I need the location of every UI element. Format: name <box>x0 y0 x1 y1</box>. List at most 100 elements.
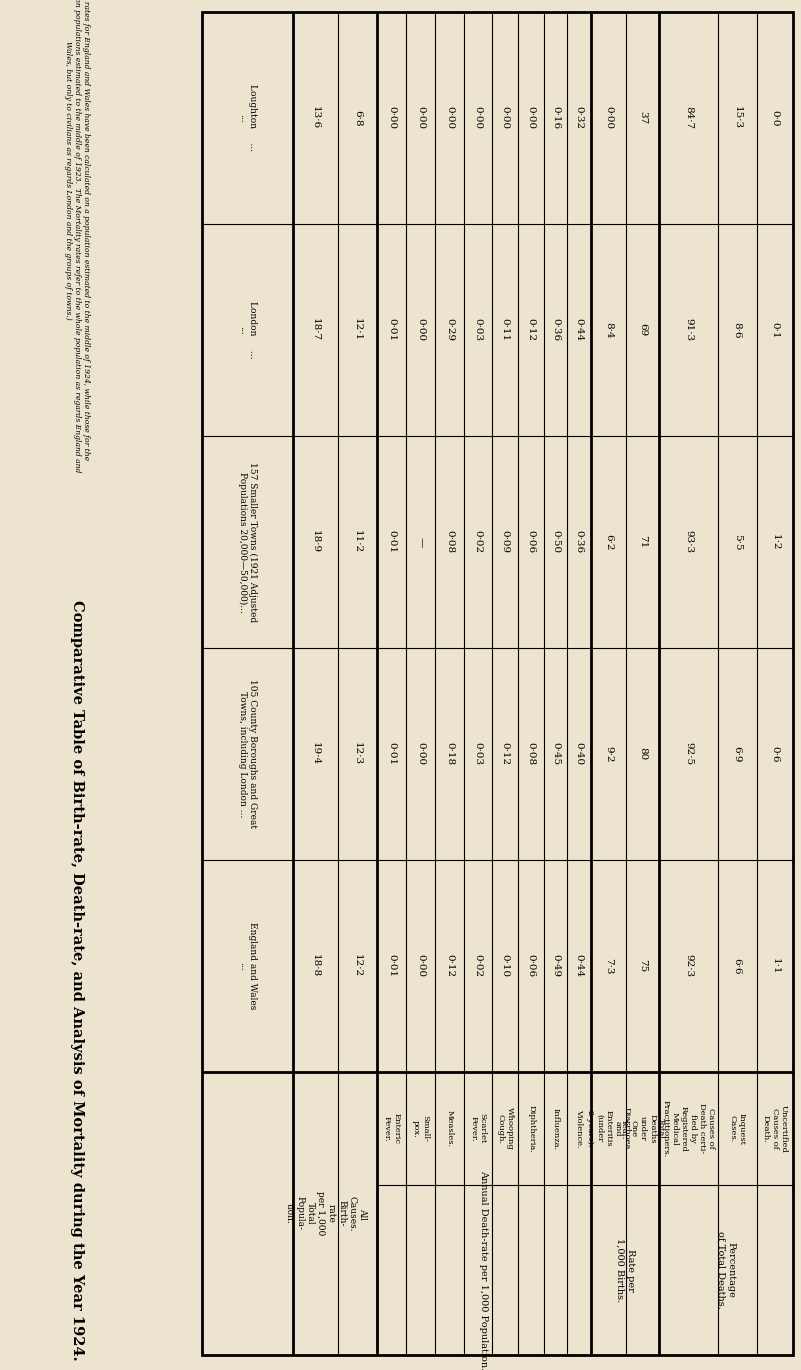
Text: 8·6: 8·6 <box>733 322 742 338</box>
Text: 5·5: 5·5 <box>733 534 742 551</box>
Text: 0·00: 0·00 <box>417 318 425 341</box>
Text: Birth-
rate
per 1,000
Total
Popula-
tion.: Birth- rate per 1,000 Total Popula- tion… <box>285 1192 346 1236</box>
Text: 6·2: 6·2 <box>604 534 613 551</box>
Text: 0·08: 0·08 <box>526 743 536 766</box>
Text: 0·00: 0·00 <box>417 743 425 766</box>
Text: London     ...
...: London ... ... <box>238 301 257 359</box>
Text: 0·44: 0·44 <box>574 955 584 978</box>
Text: 7·3: 7·3 <box>604 958 613 974</box>
Text: 12·2: 12·2 <box>352 955 362 978</box>
Text: England and Wales
...: England and Wales ... <box>238 922 257 1010</box>
Text: 0·00: 0·00 <box>417 955 425 978</box>
Text: 11·2: 11·2 <box>352 530 362 553</box>
Text: 0·09: 0·09 <box>501 530 509 553</box>
Text: 92·5: 92·5 <box>684 743 693 766</box>
Text: Annual Death-rate per 1,000 Population.: Annual Death-rate per 1,000 Population. <box>479 1170 489 1370</box>
Text: 0·1: 0·1 <box>771 322 779 338</box>
Text: 69: 69 <box>638 323 647 337</box>
Text: Loughton     ...
...: Loughton ... ... <box>238 85 257 152</box>
Text: Small-
pox.: Small- pox. <box>412 1115 429 1143</box>
Text: 9·2: 9·2 <box>604 745 613 762</box>
Text: 75: 75 <box>638 959 647 973</box>
Text: Percentage
of Total Deaths.: Percentage of Total Deaths. <box>716 1232 736 1310</box>
Text: 0·00: 0·00 <box>387 107 396 130</box>
Text: 0·00: 0·00 <box>501 107 509 130</box>
Text: (Provisional Figures.  The rates for England and Wales have been calculated on a: (Provisional Figures. The rates for Engl… <box>64 0 91 473</box>
Text: 0·6: 0·6 <box>771 745 779 762</box>
Text: Causes of
Death certi-
fied by
Registered
Medical
Practitioners.: Causes of Death certi- fied by Registere… <box>662 1100 715 1158</box>
Text: 0·10: 0·10 <box>501 955 509 978</box>
Text: 18·9: 18·9 <box>311 530 320 553</box>
Text: 0·36: 0·36 <box>574 530 584 553</box>
Text: 105 County Boroughs and Great
Towns, including London ...: 105 County Boroughs and Great Towns, inc… <box>238 680 257 829</box>
Text: 0·02: 0·02 <box>473 530 482 553</box>
Text: 0·00: 0·00 <box>473 107 482 130</box>
Text: 0·32: 0·32 <box>574 107 584 130</box>
Text: Rate per
1,000 Births.: Rate per 1,000 Births. <box>615 1238 634 1303</box>
Text: 0·11: 0·11 <box>501 318 509 341</box>
Text: 0·01: 0·01 <box>387 955 396 978</box>
Text: 0·36: 0·36 <box>551 318 560 341</box>
Text: 0·0: 0·0 <box>771 110 779 126</box>
Text: 0·06: 0·06 <box>526 955 536 978</box>
Text: 0·03: 0·03 <box>473 743 482 766</box>
Text: Measles.: Measles. <box>445 1110 453 1147</box>
Text: 80: 80 <box>638 748 647 760</box>
Text: 91·3: 91·3 <box>684 318 693 341</box>
Text: 0·00: 0·00 <box>445 107 454 130</box>
Text: Diarrhoea
and
Enteritis
(under
2 years).: Diarrhoea and Enteritis (under 2 years). <box>586 1107 631 1149</box>
Text: 0·49: 0·49 <box>551 955 560 978</box>
Text: 0·01: 0·01 <box>387 318 396 341</box>
Text: 18·7: 18·7 <box>311 318 320 341</box>
Text: 0·00: 0·00 <box>417 107 425 130</box>
Text: 0·50: 0·50 <box>551 530 560 553</box>
Text: 6·8: 6·8 <box>352 110 362 126</box>
Text: Comparative Table of Birth-rate, Death-rate, and Analysis of Mortality during th: Comparative Table of Birth-rate, Death-r… <box>70 600 84 1360</box>
Text: 93·3: 93·3 <box>684 530 693 553</box>
Text: 0·29: 0·29 <box>445 318 454 341</box>
Text: Violence.: Violence. <box>575 1110 583 1148</box>
Text: 1·1: 1·1 <box>771 958 779 974</box>
Text: All
Causes.: All Causes. <box>348 1196 367 1232</box>
Text: 0·12: 0·12 <box>445 955 454 978</box>
Text: 0·12: 0·12 <box>501 743 509 766</box>
Text: Scarlet
Fever.: Scarlet Fever. <box>469 1114 486 1144</box>
Text: Diphtheria.: Diphtheria. <box>527 1104 535 1152</box>
Text: 0·12: 0·12 <box>526 318 536 341</box>
Text: 71: 71 <box>638 536 647 548</box>
Text: 0·01: 0·01 <box>387 530 396 553</box>
Text: 18·8: 18·8 <box>311 955 320 978</box>
Text: 12·3: 12·3 <box>352 743 362 766</box>
Text: Enteric
Fever.: Enteric Fever. <box>383 1112 400 1144</box>
Text: 0·02: 0·02 <box>473 955 482 978</box>
Text: Whooping
Cough.: Whooping Cough. <box>497 1107 513 1149</box>
Text: —: — <box>417 537 425 547</box>
Text: Inquest
Cases.: Inquest Cases. <box>729 1112 746 1144</box>
Text: 12·1: 12·1 <box>352 318 362 341</box>
Text: 92·3: 92·3 <box>684 955 693 978</box>
Text: 0·18: 0·18 <box>445 743 454 766</box>
Text: Total
Deaths
under
One
Year.: Total Deaths under One Year. <box>621 1114 666 1144</box>
Text: 37: 37 <box>638 111 647 125</box>
Text: 157 Smaller Towns (1921 Adjusted
Populations 20,000—50,000)...: 157 Smaller Towns (1921 Adjusted Populat… <box>238 462 257 622</box>
Text: Uncertified
Causes of
Death.: Uncertified Causes of Death. <box>762 1104 788 1152</box>
Text: 15·3: 15·3 <box>733 107 742 130</box>
Text: 1·2: 1·2 <box>771 534 779 551</box>
Text: 19·4: 19·4 <box>311 743 320 766</box>
Text: 8·4: 8·4 <box>604 322 613 338</box>
Text: 0·01: 0·01 <box>387 743 396 766</box>
Text: 0·45: 0·45 <box>551 743 560 766</box>
Text: 0·03: 0·03 <box>473 318 482 341</box>
Text: 6·6: 6·6 <box>733 958 742 974</box>
Text: 0·40: 0·40 <box>574 743 584 766</box>
Text: 0·08: 0·08 <box>445 530 454 553</box>
Text: Influenza.: Influenza. <box>552 1107 560 1149</box>
Text: 6·9: 6·9 <box>733 745 742 762</box>
Text: 0·16: 0·16 <box>551 107 560 130</box>
Text: 0·06: 0·06 <box>526 530 536 553</box>
Text: 84·7: 84·7 <box>684 107 693 130</box>
Text: 0·00: 0·00 <box>526 107 536 130</box>
Text: 0·44: 0·44 <box>574 318 584 341</box>
Text: 0·00: 0·00 <box>604 107 613 130</box>
Text: 13·6: 13·6 <box>311 107 320 130</box>
